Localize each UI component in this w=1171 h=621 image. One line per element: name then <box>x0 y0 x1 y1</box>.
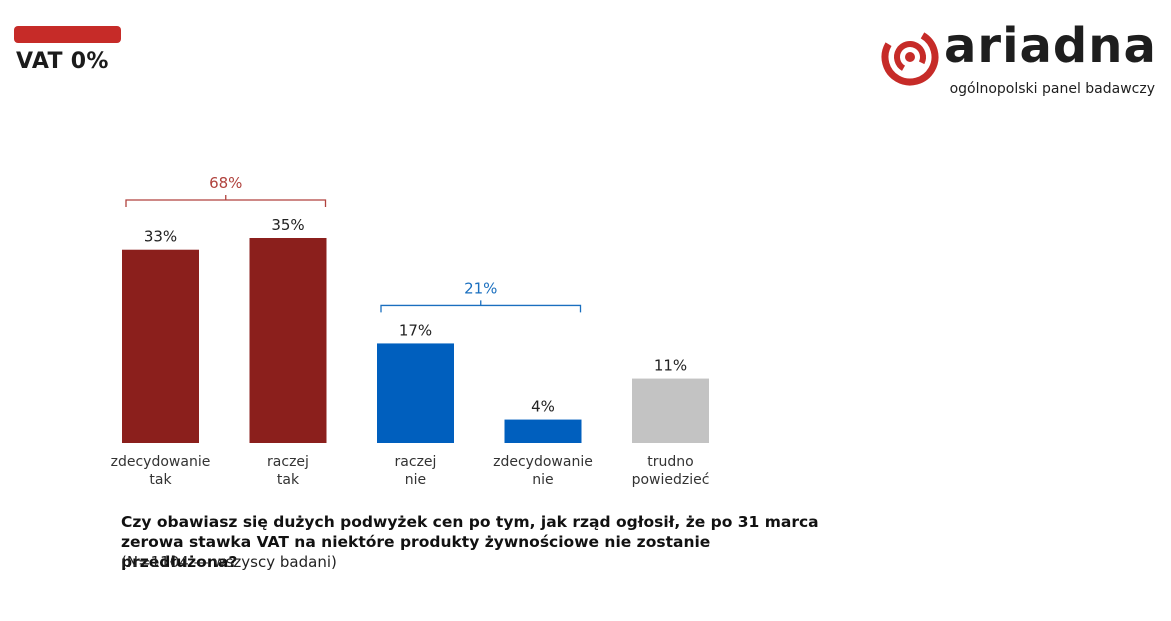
group-label-1: 21% <box>464 279 497 297</box>
group-label-0: 68% <box>209 174 242 192</box>
value-label-3: 4% <box>531 398 555 416</box>
value-label-2: 17% <box>399 321 432 339</box>
category-label-3-1: nie <box>532 472 553 488</box>
category-label-3-0: zdecydowanie <box>493 454 593 470</box>
logo-wordmark: ariadna <box>944 18 1157 74</box>
group-bracket-1 <box>380 300 582 313</box>
value-label-1: 35% <box>271 216 304 234</box>
value-label-4: 11% <box>654 357 687 375</box>
category-label-2-0: raczej <box>395 454 437 470</box>
ariadna-logo: ariadna ogólnopolski panel badawczy <box>878 18 1163 104</box>
survey-question: Czy obawiasz się dużych podwyżek cen po … <box>121 512 821 572</box>
sample-note: (N=1104 — wszyscy badani) <box>121 553 337 571</box>
logo-tagline: ogólnopolski panel badawczy <box>949 81 1155 97</box>
ariadna-logo-icon <box>881 28 939 86</box>
question-line-2: zerowa stawka VAT na niektóre produkty ż… <box>121 533 711 571</box>
category-label-0-0: zdecydowanie <box>111 454 211 470</box>
category-label-1-1: tak <box>277 472 300 488</box>
category-label-2-1: nie <box>405 472 426 488</box>
value-label-0: 33% <box>144 228 177 246</box>
page-title: VAT 0% <box>16 49 109 74</box>
bar-0 <box>122 249 199 443</box>
bar-4 <box>632 378 709 443</box>
bar-3 <box>504 419 582 443</box>
category-label-0-1: tak <box>149 472 172 488</box>
bar-1 <box>249 238 327 443</box>
category-label-4-1: powiedzieć <box>632 472 710 488</box>
category-label-1-0: raczej <box>267 454 309 470</box>
group-bracket-0 <box>125 195 327 207</box>
bar-2 <box>377 343 454 443</box>
header-accent-bar <box>14 26 121 43</box>
question-line-1: Czy obawiasz się dużych podwyżek cen po … <box>121 513 819 531</box>
category-label-4-0: trudno <box>647 454 693 470</box>
